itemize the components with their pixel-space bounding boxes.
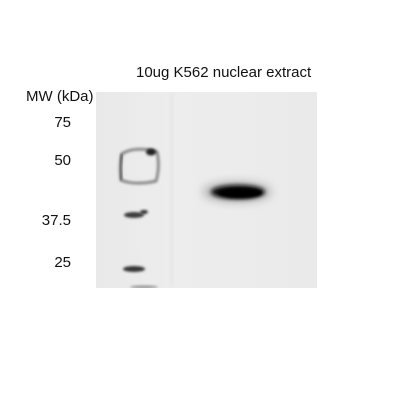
ladder-band-50 [118, 147, 160, 185]
sample-label: 10ug K562 nuclear extract [136, 64, 312, 81]
western-blot-membrane [96, 92, 317, 288]
ladder-band-25 [123, 266, 145, 272]
mw-marker-75-label: 75 [54, 114, 71, 131]
ladder-band-37-5 [124, 210, 148, 218]
mw-marker-37-5-label: 37.5 [41, 212, 71, 229]
mw-marker-25-label: 25 [54, 254, 71, 271]
mw-axis-header: MW (kDa) [26, 88, 94, 105]
sample-band [203, 183, 271, 201]
ladder-band-bottom [130, 285, 158, 288]
lane-edge [170, 92, 173, 288]
mw-marker-50-label: 50 [54, 152, 71, 169]
blot-image [96, 92, 317, 288]
